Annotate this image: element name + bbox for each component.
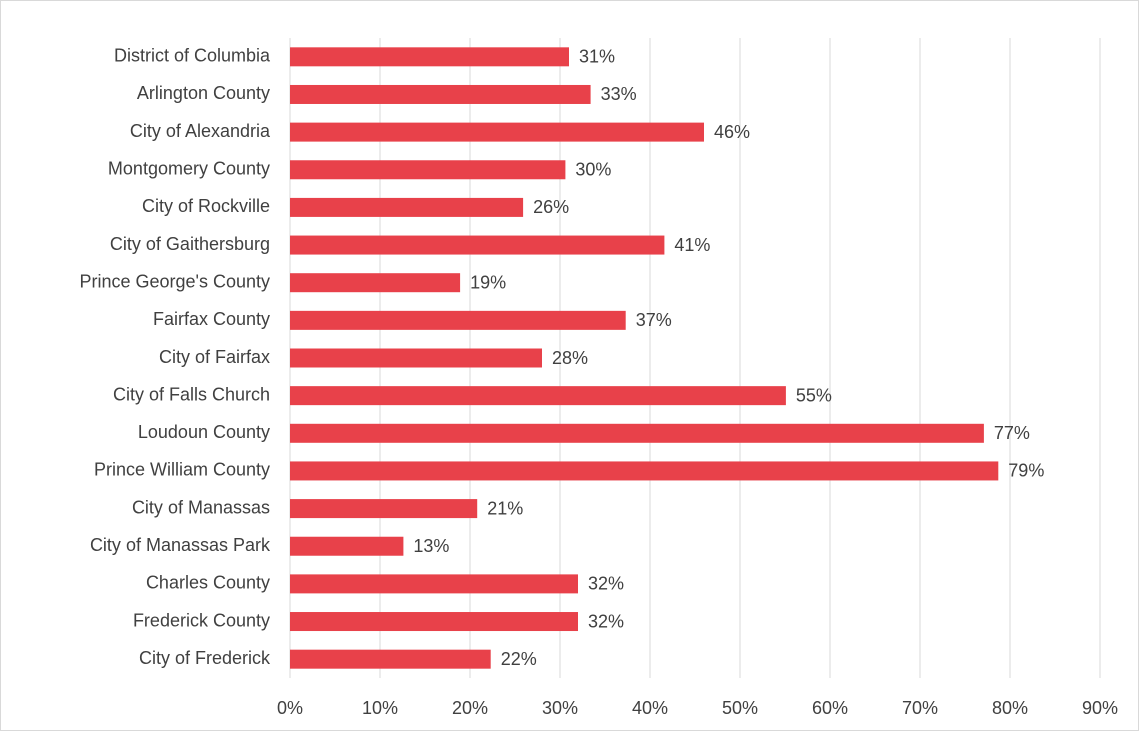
y-tick-label: Prince George's County [79, 271, 270, 291]
y-tick-label: Montgomery County [108, 159, 270, 179]
data-label: 46% [714, 122, 750, 142]
bar [290, 536, 404, 556]
bar [290, 612, 578, 632]
bar [290, 273, 461, 293]
y-tick-label: Arlington County [137, 83, 270, 103]
data-label: 77% [994, 423, 1030, 443]
data-label: 19% [470, 272, 506, 292]
bar [290, 499, 478, 519]
y-tick-label: City of Frederick [139, 648, 271, 668]
x-tick-label: 20% [452, 698, 488, 718]
y-tick-label: Charles County [146, 573, 270, 593]
x-tick-label: 60% [812, 698, 848, 718]
data-label: 41% [674, 235, 710, 255]
bar [290, 235, 665, 255]
y-tick-label: Prince William County [94, 460, 270, 480]
data-label: 28% [552, 348, 588, 368]
data-label: 30% [575, 160, 611, 180]
bar [290, 574, 578, 594]
bar [290, 461, 999, 481]
bar [290, 310, 626, 330]
data-label: 32% [588, 574, 624, 594]
x-tick-label: 90% [1082, 698, 1118, 718]
data-label: 33% [601, 84, 637, 104]
data-label: 55% [796, 385, 832, 405]
data-label: 13% [413, 536, 449, 556]
y-tick-label: Frederick County [133, 610, 270, 630]
y-tick-label: Fairfax County [153, 309, 270, 329]
bar [290, 386, 786, 406]
bar [290, 84, 591, 104]
data-label: 26% [533, 197, 569, 217]
x-tick-label: 70% [902, 698, 938, 718]
y-tick-label: City of Gaithersburg [110, 234, 270, 254]
bar [290, 423, 984, 443]
bar [290, 160, 566, 180]
y-tick-label: Loudoun County [138, 422, 270, 442]
y-tick-label: City of Fairfax [159, 347, 270, 367]
data-label: 21% [487, 498, 523, 518]
y-tick-label: City of Falls Church [113, 384, 270, 404]
x-tick-label: 0% [277, 698, 303, 718]
y-tick-label: District of Columbia [114, 46, 271, 66]
data-label: 79% [1008, 461, 1044, 481]
x-tick-label: 10% [362, 698, 398, 718]
bar [290, 348, 542, 368]
y-tick-label: City of Rockville [142, 196, 270, 216]
y-tick-label: City of Alexandria [130, 121, 271, 141]
bar [290, 649, 491, 669]
data-label: 37% [636, 310, 672, 330]
data-label: 32% [588, 611, 624, 631]
data-label: 22% [501, 649, 537, 669]
y-tick-label: City of Manassas Park [90, 535, 271, 555]
x-tick-label: 40% [632, 698, 668, 718]
y-tick-label: City of Manassas [132, 497, 270, 517]
bar [290, 122, 704, 142]
bar [290, 47, 569, 67]
data-label: 31% [579, 47, 615, 67]
x-tick-label: 80% [992, 698, 1028, 718]
x-tick-label: 30% [542, 698, 578, 718]
x-tick-label: 50% [722, 698, 758, 718]
bar [290, 197, 524, 217]
